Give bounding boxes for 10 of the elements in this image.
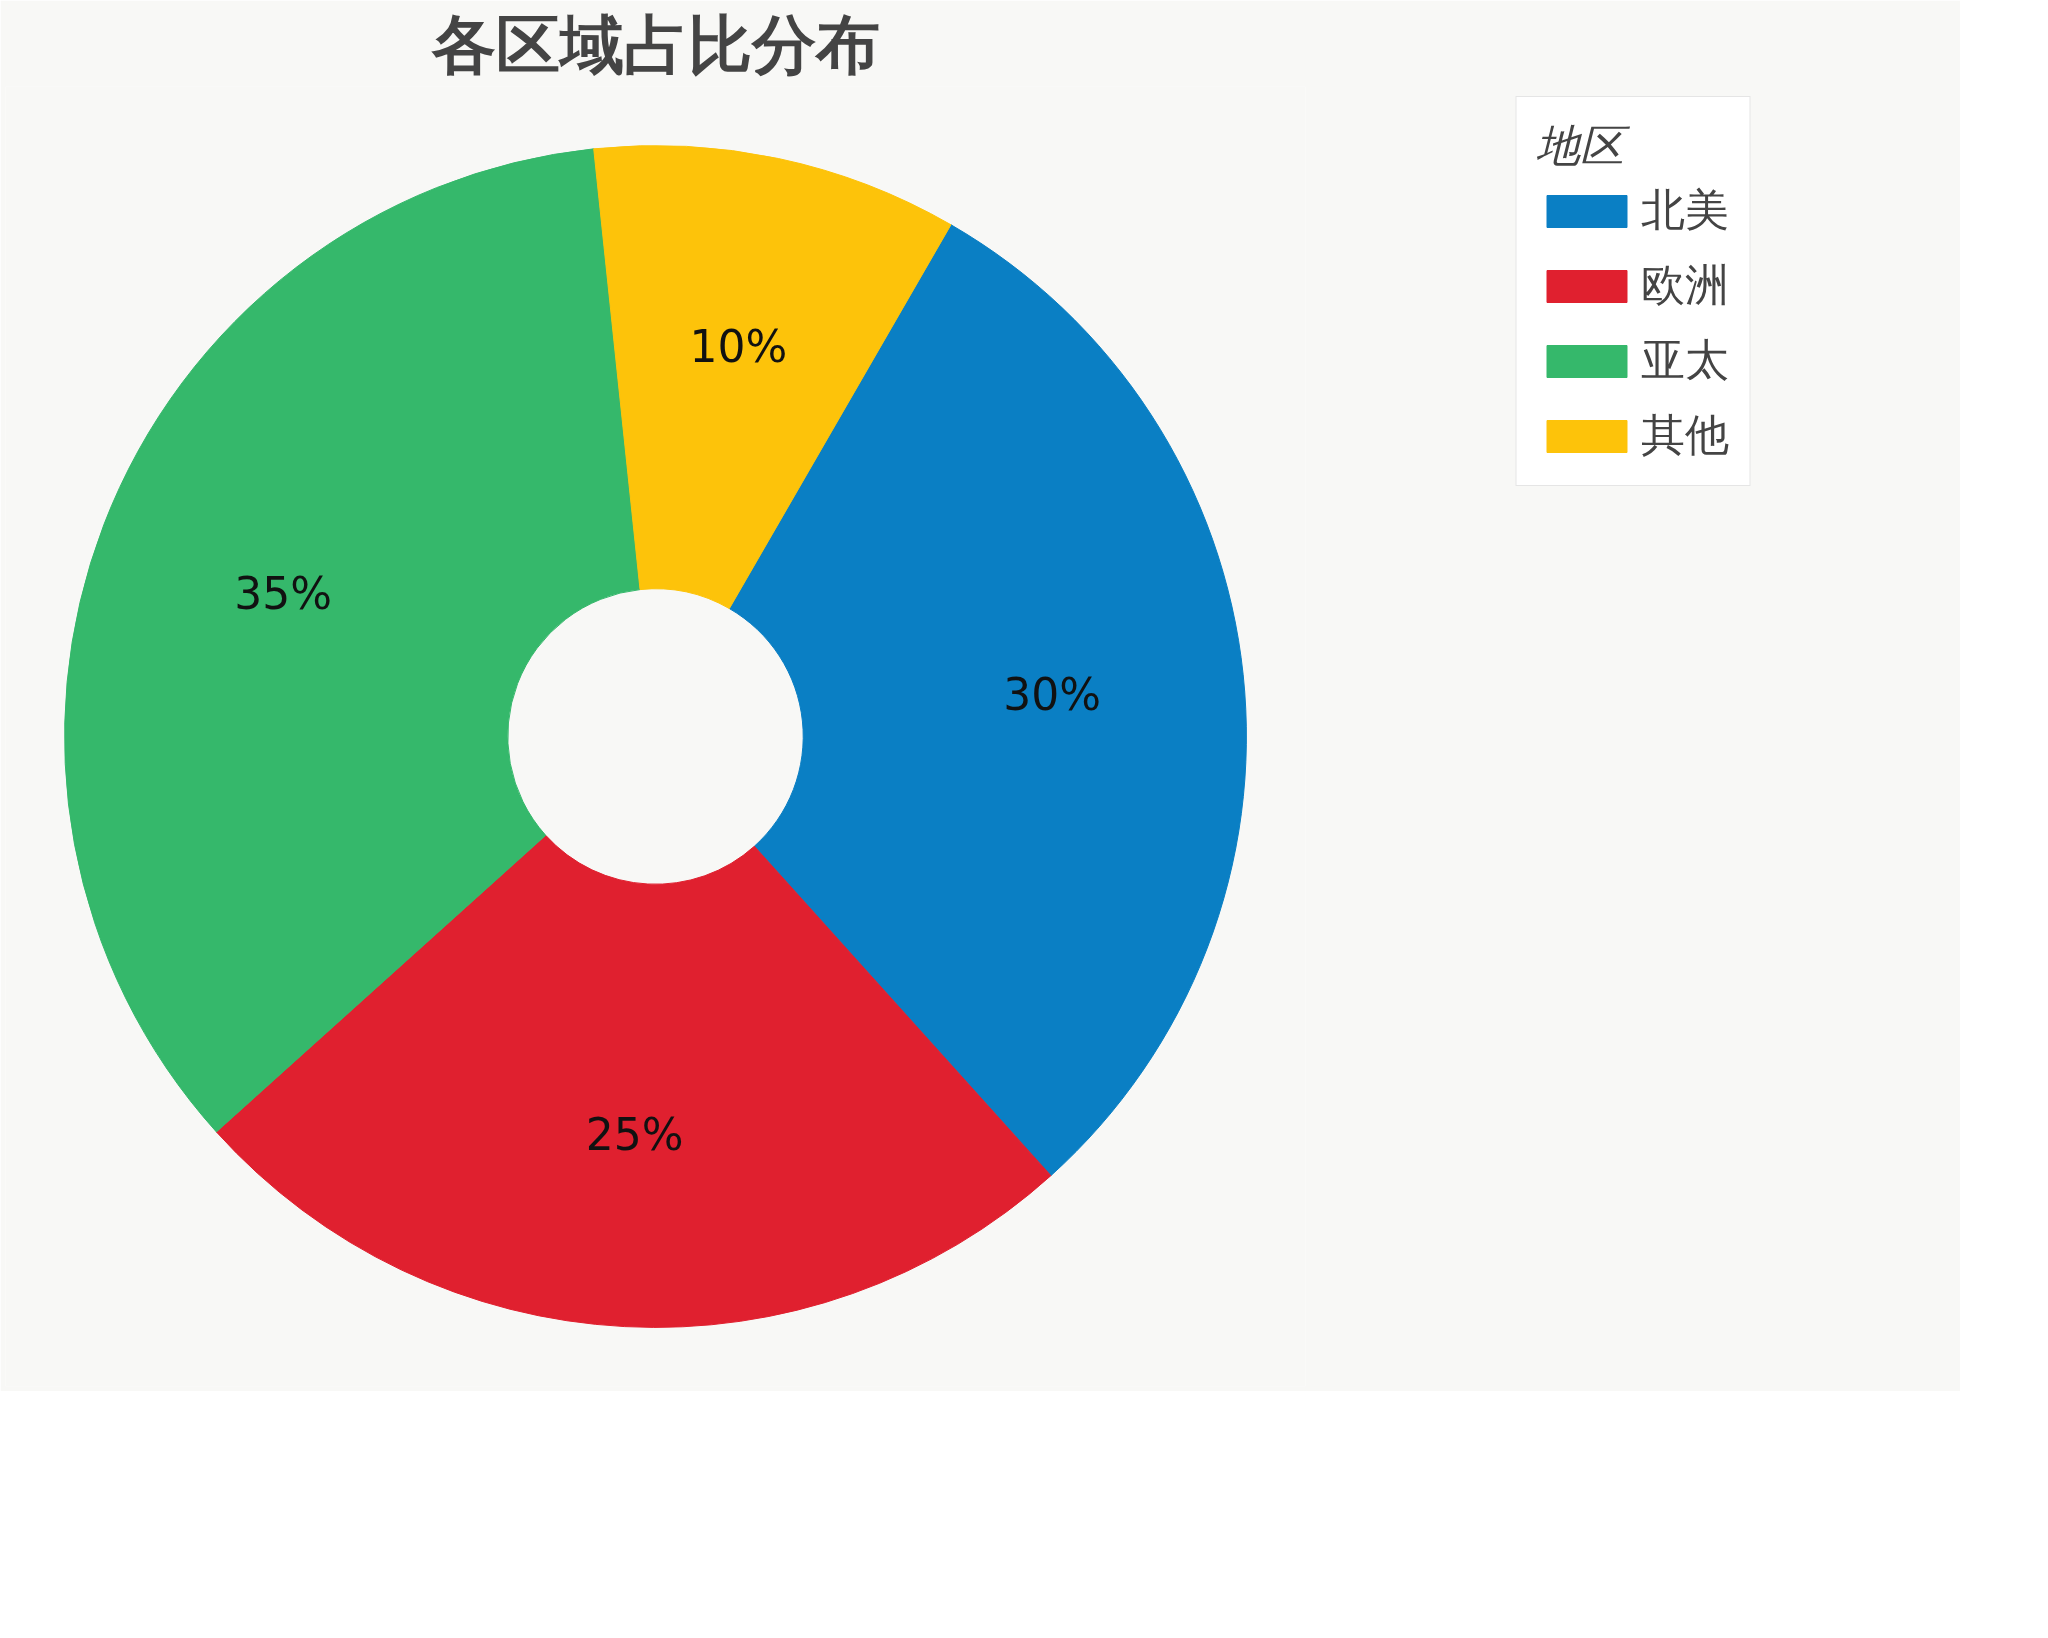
legend-label: 亚太 <box>1641 333 1729 387</box>
data-label: 30% <box>1003 669 1102 721</box>
legend-label: 其他 <box>1641 408 1729 462</box>
legend-label: 欧洲 <box>1641 258 1729 312</box>
data-label: 35% <box>234 568 333 620</box>
legend-title: 地区 <box>1536 119 1631 173</box>
chart-title: 各区域占比分布 <box>430 7 880 82</box>
data-label: 10% <box>689 320 788 372</box>
data-label: 25% <box>585 1109 684 1161</box>
legend-label: 北美 <box>1641 183 1729 237</box>
